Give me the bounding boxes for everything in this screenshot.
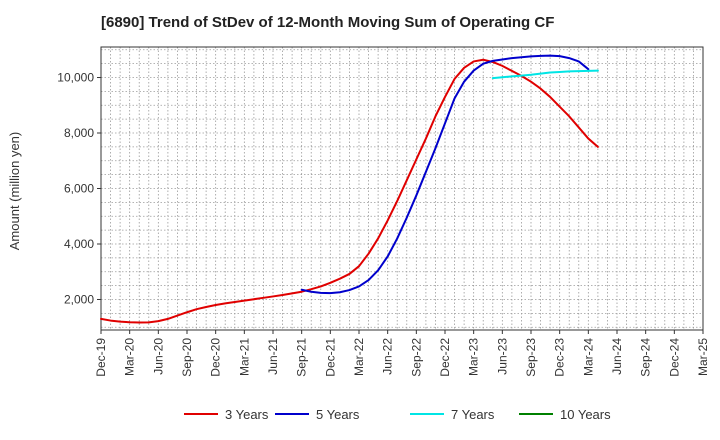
x-tick-label: Mar-24 <box>581 338 595 376</box>
x-tick-label: Dec-19 <box>94 338 108 377</box>
x-tick-label: Jun-22 <box>381 338 395 375</box>
x-tick-label: Sep-20 <box>180 338 194 377</box>
x-tick-label: Dec-22 <box>438 338 452 377</box>
x-tick-label: Jun-21 <box>266 338 280 375</box>
y-tick-label: 2,000 <box>64 292 94 306</box>
x-tick-label: Dec-24 <box>667 338 681 377</box>
legend-label: 7 Years <box>451 407 495 422</box>
y-tick-label: 8,000 <box>64 126 94 140</box>
legend-label: 10 Years <box>560 407 611 422</box>
x-tick-label: Sep-22 <box>409 338 423 377</box>
y-tick-label: 10,000 <box>57 71 94 85</box>
x-tick-label: Mar-23 <box>467 338 481 376</box>
x-tick-label: Sep-21 <box>295 338 309 377</box>
x-tick-label: Mar-25 <box>696 338 710 376</box>
x-tick-label: Mar-20 <box>123 338 137 376</box>
series-line-7-years <box>491 69 599 80</box>
legend-label: 3 Years <box>225 407 269 422</box>
legend-label: 5 Years <box>316 407 360 422</box>
x-tick-label: Jun-23 <box>495 338 509 375</box>
x-tick-label: Dec-23 <box>553 338 567 377</box>
series-line-5-years <box>300 54 590 295</box>
x-tick-label: Jun-24 <box>610 338 624 375</box>
x-tick-label: Dec-21 <box>323 338 337 377</box>
y-tick-label: 6,000 <box>64 182 94 196</box>
chart-title: [6890] Trend of StDev of 12-Month Moving… <box>101 14 555 31</box>
legend: 3 Years 5 Years 7 Years 10 Years <box>184 407 611 422</box>
x-tick-label: Mar-22 <box>352 338 366 376</box>
x-tick-label: Mar-21 <box>237 338 251 376</box>
series-line-3-years <box>100 58 599 324</box>
plot-area: 2,000 4,000 6,000 8,000 10,000 Dec-19 Mar-20 Ju… <box>57 46 710 377</box>
x-tick-label: Sep-24 <box>639 338 653 377</box>
x-tick-label: Jun-20 <box>151 338 165 375</box>
x-tick-label: Sep-23 <box>524 338 538 377</box>
x-tick-label: Dec-20 <box>209 338 223 377</box>
y-axis-label: Amount (million yen) <box>7 132 22 251</box>
y-tick-label: 4,000 <box>64 237 94 251</box>
